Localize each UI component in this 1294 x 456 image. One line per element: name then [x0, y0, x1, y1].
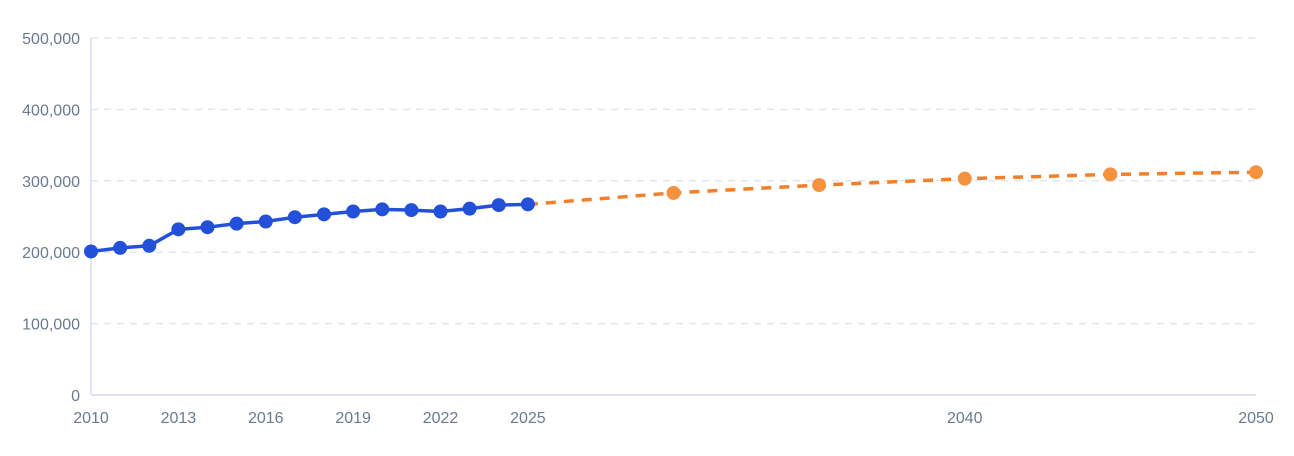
data-point[interactable] — [812, 178, 827, 193]
data-point[interactable] — [200, 220, 215, 235]
grid-lines — [91, 37, 1256, 325]
data-point[interactable] — [171, 222, 186, 237]
y-tick-label: 200,000 — [22, 245, 80, 262]
data-point[interactable] — [520, 197, 535, 212]
data-point[interactable] — [375, 202, 390, 217]
x-tick-label: 2040 — [947, 410, 983, 427]
series-line-0 — [89, 202, 530, 254]
y-tick-label: 500,000 — [22, 31, 80, 48]
x-tick-label: 2013 — [161, 410, 197, 427]
data-point[interactable] — [1103, 167, 1118, 182]
data-point[interactable] — [229, 216, 244, 231]
data-point[interactable] — [666, 185, 681, 200]
series-layer — [84, 165, 1263, 259]
data-point[interactable] — [1249, 165, 1263, 180]
data-point[interactable] — [957, 171, 972, 186]
x-tick-label: 2050 — [1238, 410, 1274, 427]
y-axis-ticks: 0 100,000 200,000 300,000 400,000 500,000 — [22, 31, 80, 405]
x-tick-label: 2016 — [248, 410, 284, 427]
x-tick-label: 2022 — [423, 410, 459, 427]
x-tick-label: 2019 — [335, 410, 371, 427]
series-line-1 — [527, 170, 1257, 207]
y-tick-label: 400,000 — [22, 102, 80, 119]
data-point[interactable] — [433, 204, 448, 219]
data-point[interactable] — [462, 201, 477, 216]
y-tick-label: 0 — [71, 388, 80, 405]
y-tick-label: 300,000 — [22, 174, 80, 191]
x-tick-label: 2010 — [73, 410, 109, 427]
axes — [90, 38, 1256, 396]
data-point[interactable] — [113, 240, 128, 255]
data-point[interactable] — [346, 204, 361, 219]
data-point[interactable] — [404, 203, 419, 218]
data-point[interactable] — [491, 198, 506, 213]
x-tick-label: 2025 — [510, 410, 546, 427]
data-point[interactable] — [258, 214, 273, 229]
data-point[interactable] — [317, 207, 331, 222]
data-point[interactable] — [84, 244, 98, 259]
y-tick-label: 100,000 — [22, 317, 80, 334]
x-axis-ticks: 2010 2013 2016 2019 2022 2025 2040 2050 — [73, 410, 1274, 427]
data-point[interactable] — [287, 210, 302, 225]
data-point[interactable] — [142, 238, 157, 253]
